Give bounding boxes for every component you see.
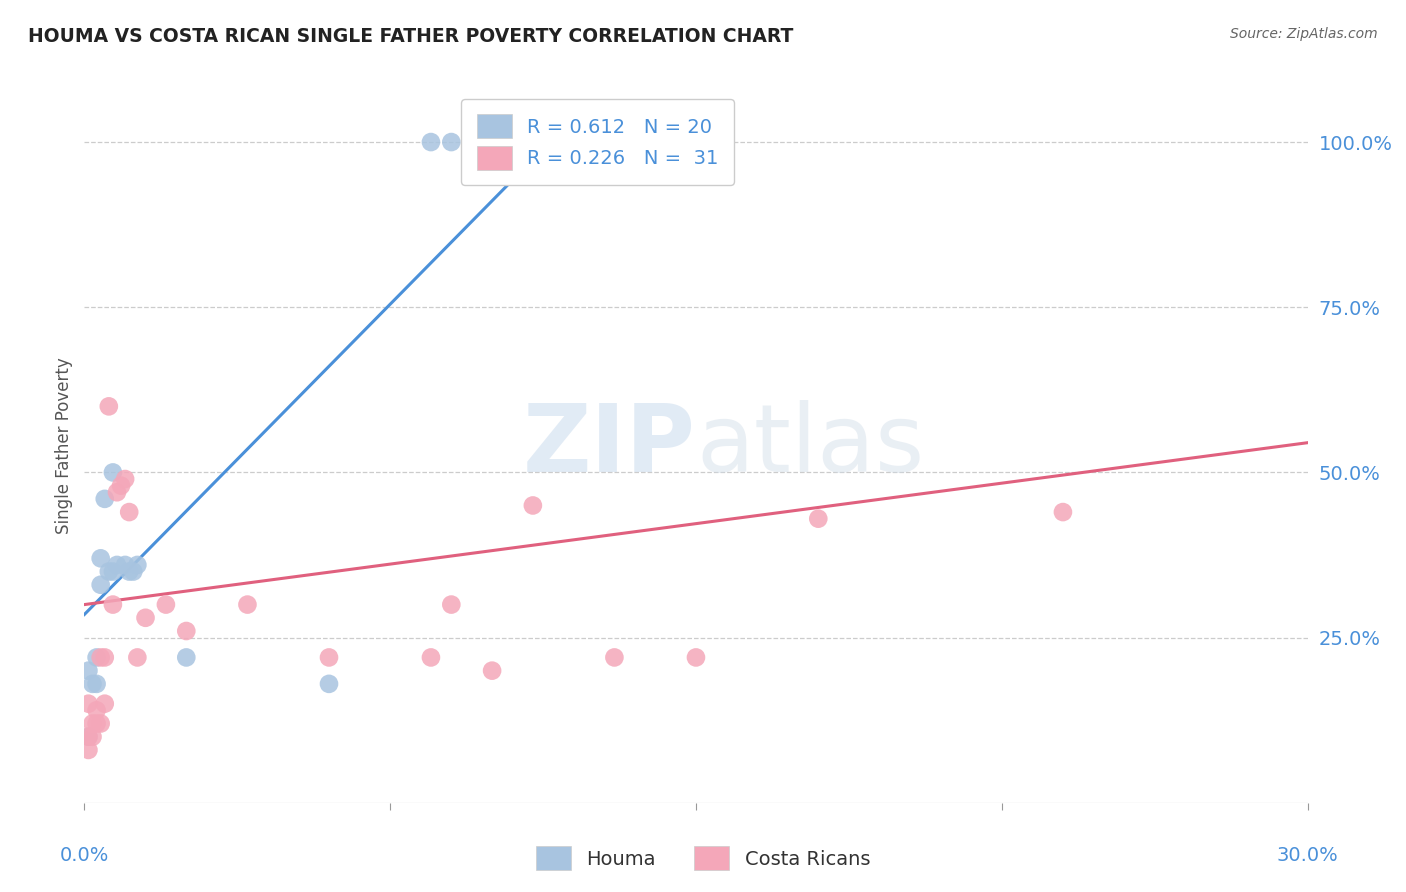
Point bbox=[118, 565, 141, 579]
Point bbox=[93, 697, 115, 711]
Point bbox=[105, 485, 128, 500]
Point bbox=[440, 598, 463, 612]
Point bbox=[114, 558, 136, 572]
Point bbox=[420, 135, 443, 149]
Point bbox=[603, 650, 626, 665]
Legend: R = 0.612   N = 20, R = 0.226   N =  31: R = 0.612 N = 20, R = 0.226 N = 31 bbox=[461, 99, 734, 186]
Point bbox=[127, 650, 149, 665]
Text: Source: ZipAtlas.com: Source: ZipAtlas.com bbox=[1230, 27, 1378, 41]
Point bbox=[522, 499, 544, 513]
Point bbox=[114, 472, 136, 486]
Point bbox=[86, 703, 108, 717]
Point bbox=[318, 650, 340, 665]
Point bbox=[101, 598, 124, 612]
Point bbox=[127, 558, 149, 572]
Point bbox=[122, 565, 145, 579]
Point bbox=[90, 716, 112, 731]
Point bbox=[82, 677, 104, 691]
Point bbox=[135, 611, 157, 625]
Point bbox=[97, 400, 120, 414]
Point bbox=[82, 730, 104, 744]
Point bbox=[101, 565, 124, 579]
Text: ZIP: ZIP bbox=[523, 400, 696, 492]
Point bbox=[77, 664, 100, 678]
Point bbox=[155, 598, 177, 612]
Point bbox=[105, 558, 128, 572]
Y-axis label: Single Father Poverty: Single Father Poverty bbox=[55, 358, 73, 534]
Point bbox=[90, 578, 112, 592]
Point bbox=[440, 135, 463, 149]
Point bbox=[90, 650, 112, 665]
Point bbox=[86, 677, 108, 691]
Point bbox=[685, 650, 707, 665]
Point bbox=[77, 730, 100, 744]
Point bbox=[77, 730, 100, 744]
Point bbox=[174, 624, 197, 638]
Text: 30.0%: 30.0% bbox=[1277, 846, 1339, 864]
Point bbox=[481, 664, 503, 678]
Point bbox=[420, 650, 443, 665]
Legend: Houma, Costa Ricans: Houma, Costa Ricans bbox=[527, 838, 879, 878]
Point bbox=[93, 491, 115, 506]
Point bbox=[86, 650, 108, 665]
Point bbox=[93, 650, 115, 665]
Point bbox=[118, 505, 141, 519]
Point bbox=[1052, 505, 1074, 519]
Point bbox=[82, 716, 104, 731]
Point bbox=[86, 716, 108, 731]
Point bbox=[807, 511, 830, 525]
Point bbox=[318, 677, 340, 691]
Point bbox=[101, 466, 124, 480]
Point bbox=[110, 478, 132, 492]
Text: atlas: atlas bbox=[696, 400, 924, 492]
Text: 0.0%: 0.0% bbox=[59, 846, 110, 864]
Point bbox=[97, 565, 120, 579]
Point bbox=[90, 551, 112, 566]
Text: HOUMA VS COSTA RICAN SINGLE FATHER POVERTY CORRELATION CHART: HOUMA VS COSTA RICAN SINGLE FATHER POVER… bbox=[28, 27, 793, 45]
Point bbox=[174, 650, 197, 665]
Point bbox=[236, 598, 259, 612]
Point bbox=[77, 697, 100, 711]
Point bbox=[77, 743, 100, 757]
